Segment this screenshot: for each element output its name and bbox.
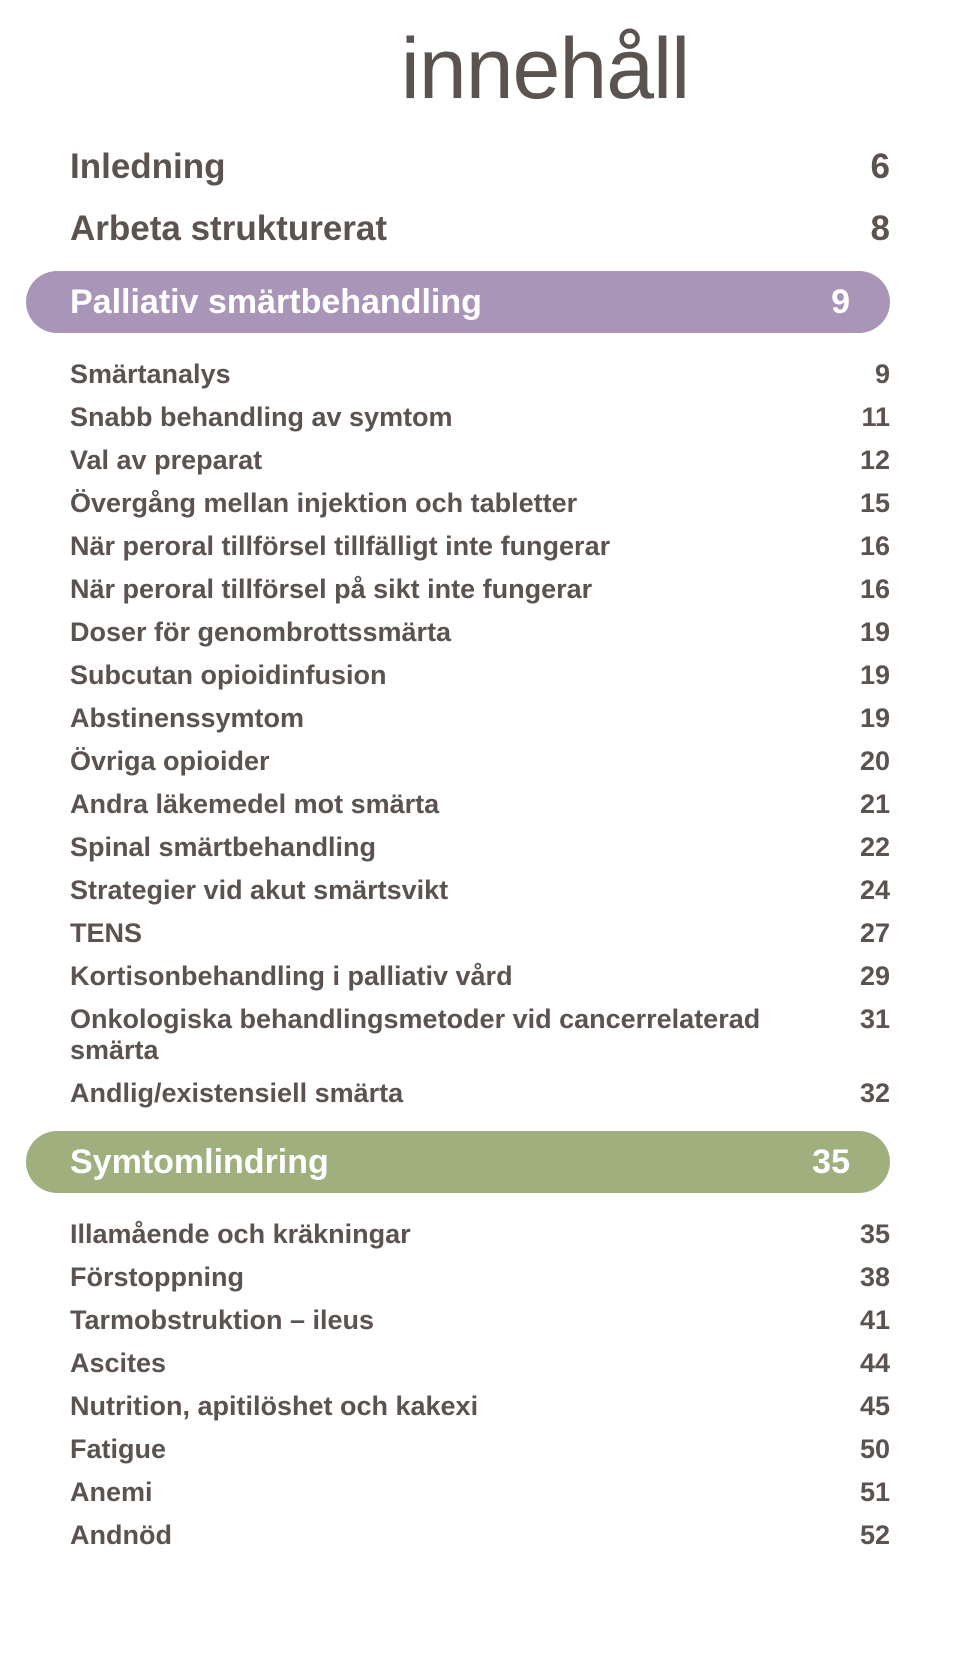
toc-label: När peroral tillförsel på sikt inte fung… xyxy=(70,574,830,605)
toc-row: Nutrition, apitilöshet och kakexi45 xyxy=(70,1391,890,1422)
section-header-label: Palliativ smärtbehandling xyxy=(70,283,790,322)
toc-row: Smärtanalys9 xyxy=(70,359,890,390)
toc-row: Övriga opioider20 xyxy=(70,746,890,777)
toc-page-num: 29 xyxy=(830,961,890,992)
toc-label: Strategier vid akut smärtsvikt xyxy=(70,875,830,906)
toc-page-num: 38 xyxy=(830,1262,890,1293)
toc-row: Andlig/existensiell smärta32 xyxy=(70,1078,890,1109)
toc-label: Förstoppning xyxy=(70,1262,830,1293)
section-header-label: Symtomlindring xyxy=(70,1143,790,1182)
toc-page-num: 44 xyxy=(830,1348,890,1379)
toc-page-num: 32 xyxy=(830,1078,890,1109)
page-title: innehåll xyxy=(200,20,890,119)
toc-page-num: 52 xyxy=(830,1520,890,1551)
toc-row: När peroral tillförsel på sikt inte fung… xyxy=(70,574,890,605)
toc-row: När peroral tillförsel tillfälligt inte … xyxy=(70,531,890,562)
toc-page-num: 45 xyxy=(830,1391,890,1422)
toc-page-num: 51 xyxy=(830,1477,890,1508)
toc-page-num: 50 xyxy=(830,1434,890,1465)
toc-row: Fatigue50 xyxy=(70,1434,890,1465)
intro-label: Arbeta strukturerat xyxy=(70,209,830,249)
toc-row: Tarmobstruktion – ileus41 xyxy=(70,1305,890,1336)
toc-label: Övergång mellan injektion och tabletter xyxy=(70,488,830,519)
section-header-page: 35 xyxy=(790,1143,850,1182)
toc-row: Andra läkemedel mot smärta21 xyxy=(70,789,890,820)
intro-row: Inledning 6 xyxy=(70,147,890,187)
toc-row: Abstinenssymtom19 xyxy=(70,703,890,734)
toc-page-num: 21 xyxy=(830,789,890,820)
toc-row: Förstoppning38 xyxy=(70,1262,890,1293)
toc-label: När peroral tillförsel tillfälligt inte … xyxy=(70,531,830,562)
toc-page-num: 15 xyxy=(830,488,890,519)
toc-label: Andra läkemedel mot smärta xyxy=(70,789,830,820)
toc-row: Snabb behandling av symtom11 xyxy=(70,402,890,433)
toc-label: Andlig/existensiell smärta xyxy=(70,1078,830,1109)
toc-page-num: 12 xyxy=(830,445,890,476)
toc-row: Kortisonbehandling i palliativ vård29 xyxy=(70,961,890,992)
toc-page-num: 20 xyxy=(830,746,890,777)
toc-label: Övriga opioider xyxy=(70,746,830,777)
toc-page-num: 19 xyxy=(830,660,890,691)
toc-label: Anemi xyxy=(70,1477,830,1508)
section-header: Palliativ smärtbehandling 9 xyxy=(26,271,890,333)
toc-row: Övergång mellan injektion och tabletter1… xyxy=(70,488,890,519)
intro-page: 8 xyxy=(830,209,890,249)
toc-page-num: 22 xyxy=(830,832,890,863)
toc-row: Val av preparat12 xyxy=(70,445,890,476)
toc-label: Spinal smärtbehandling xyxy=(70,832,830,863)
toc-page-num: 19 xyxy=(830,617,890,648)
toc-label: Snabb behandling av symtom xyxy=(70,402,830,433)
toc-page-num: 27 xyxy=(830,918,890,949)
intro-block: Inledning 6 Arbeta strukturerat 8 xyxy=(70,147,890,249)
section-header-page: 9 xyxy=(790,283,850,322)
intro-page: 6 xyxy=(830,147,890,187)
toc-label: Subcutan opioidinfusion xyxy=(70,660,830,691)
toc-label: Fatigue xyxy=(70,1434,830,1465)
toc-label: Nutrition, apitilöshet och kakexi xyxy=(70,1391,830,1422)
toc-label: Doser för genombrottssmärta xyxy=(70,617,830,648)
toc-page-num: 19 xyxy=(830,703,890,734)
toc-label: Ascites xyxy=(70,1348,830,1379)
toc-row: Ascites44 xyxy=(70,1348,890,1379)
toc-label: TENS xyxy=(70,918,830,949)
toc-page-num: 24 xyxy=(830,875,890,906)
toc-row: Doser för genombrottssmärta19 xyxy=(70,617,890,648)
section-items: Illamående och kräkningar35 Förstoppning… xyxy=(70,1219,890,1551)
toc-row: Strategier vid akut smärtsvikt24 xyxy=(70,875,890,906)
toc-label: Andnöd xyxy=(70,1520,830,1551)
toc-row: Onkologiska behandlingsmetoder vid cance… xyxy=(70,1004,890,1066)
toc-label: Abstinenssymtom xyxy=(70,703,830,734)
section-header: Symtomlindring 35 xyxy=(26,1131,890,1193)
toc-page-num: 31 xyxy=(830,1004,890,1035)
toc-row: Illamående och kräkningar35 xyxy=(70,1219,890,1250)
toc-label: Illamående och kräkningar xyxy=(70,1219,830,1250)
toc-label: Onkologiska behandlingsmetoder vid cance… xyxy=(70,1004,830,1066)
toc-row: TENS27 xyxy=(70,918,890,949)
toc-label: Tarmobstruktion – ileus xyxy=(70,1305,830,1336)
toc-row: Andnöd52 xyxy=(70,1520,890,1551)
toc-page-num: 35 xyxy=(830,1219,890,1250)
toc-label: Kortisonbehandling i palliativ vård xyxy=(70,961,830,992)
intro-row: Arbeta strukturerat 8 xyxy=(70,209,890,249)
toc-page-num: 11 xyxy=(830,402,890,433)
toc-page-num: 16 xyxy=(830,574,890,605)
toc-row: Subcutan opioidinfusion19 xyxy=(70,660,890,691)
toc-page: innehåll Inledning 6 Arbeta strukturerat… xyxy=(0,0,960,1603)
section-items: Smärtanalys9 Snabb behandling av symtom1… xyxy=(70,359,890,1109)
toc-page-num: 16 xyxy=(830,531,890,562)
toc-label: Smärtanalys xyxy=(70,359,830,390)
toc-page-num: 41 xyxy=(830,1305,890,1336)
toc-row: Spinal smärtbehandling22 xyxy=(70,832,890,863)
toc-row: Anemi51 xyxy=(70,1477,890,1508)
intro-label: Inledning xyxy=(70,147,830,187)
toc-label: Val av preparat xyxy=(70,445,830,476)
toc-page-num: 9 xyxy=(830,359,890,390)
